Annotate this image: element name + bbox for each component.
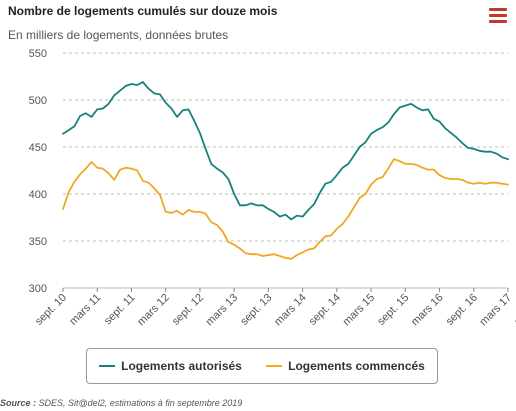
hamburger-menu-icon[interactable] <box>489 8 507 23</box>
x-tick-label: sept. 11 <box>102 292 138 328</box>
series-line-autorises[interactable] <box>62 81 509 221</box>
source-note: Source : SDES, Sit@del2, estimations à f… <box>0 398 242 408</box>
y-tick-label: 450 <box>29 142 47 154</box>
x-tick-label: mars 12 <box>135 292 172 329</box>
x-tick-label: mars 11 <box>67 292 103 328</box>
y-tick-label: 300 <box>29 283 47 295</box>
x-tick-label: sept. 13 <box>238 292 274 328</box>
source-label: Source : <box>0 398 37 408</box>
legend-item-autorises[interactable]: Logements autorisés <box>99 359 242 373</box>
x-tick-label: sept. 12 <box>170 292 206 328</box>
legend-item-commences[interactable]: Logements commencés <box>266 359 425 373</box>
legend-swatch-commences <box>266 365 283 367</box>
y-tick-label: 400 <box>29 189 47 201</box>
x-tick-label: sept. 17 <box>512 292 516 328</box>
legend-swatch-autorises <box>99 365 116 367</box>
x-tick-label: mars 16 <box>409 292 446 329</box>
chart-subtitle: En milliers de logements, données brutes <box>8 28 229 42</box>
x-tick-label: sept. 16 <box>444 292 480 328</box>
chart-legend: Logements autorisés Logements commencés <box>86 348 438 384</box>
legend-label-commences: Logements commencés <box>288 359 425 373</box>
y-axis-ticks: 300 350 400 450 500 550 <box>29 48 47 295</box>
series-lines <box>62 81 509 260</box>
chart-title: Nombre de logements cumulés sur douze mo… <box>8 4 278 18</box>
series-line-commences[interactable] <box>62 158 509 260</box>
y-tick-label: 350 <box>29 236 47 248</box>
x-tick-label: mars 13 <box>204 292 241 329</box>
gridlines <box>63 52 508 289</box>
x-tick-label: sept. 14 <box>307 292 343 328</box>
legend-label-autorises: Logements autorisés <box>121 359 242 373</box>
x-tick-label: sept. 10 <box>33 292 69 328</box>
x-tick-label: mars 14 <box>272 292 309 329</box>
y-tick-label: 550 <box>29 48 47 60</box>
x-tick-label: sept. 15 <box>375 292 411 328</box>
y-tick-label: 500 <box>29 95 47 107</box>
x-tick-label: mars 17 <box>478 292 515 329</box>
x-tick-label: mars 15 <box>341 292 378 329</box>
source-text: SDES, Sit@del2, estimations à fin septem… <box>38 398 243 408</box>
